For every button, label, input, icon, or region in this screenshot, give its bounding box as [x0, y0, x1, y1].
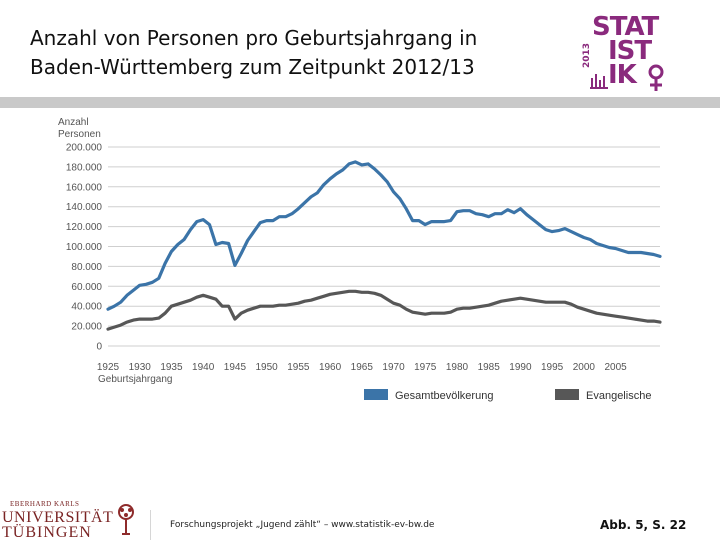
legend-swatch	[364, 389, 388, 400]
y-tick-label: 20.000	[71, 322, 102, 333]
logo-year: 2013	[582, 42, 592, 68]
university-logo: EBERHARD KARLS UNIVERSITÄT TÜBINGEN	[2, 500, 114, 541]
bar-chart-icon	[590, 74, 608, 89]
logo-text-stat: STAT	[592, 12, 659, 42]
y-tick-label: 80.000	[71, 262, 102, 273]
x-tick-label: 1955	[287, 362, 310, 373]
x-tick-label: 1960	[319, 362, 342, 373]
y-tick-label: 120.000	[66, 222, 103, 233]
logo-text-ik: IK	[608, 60, 637, 90]
footer-divider	[150, 510, 151, 540]
x-tick-label: 1945	[224, 362, 247, 373]
y-axis-label-line-1: Anzahl	[58, 117, 89, 128]
legend-label: Gesamtbevölkerung	[395, 390, 493, 402]
figure-reference: Abb. 5, S. 22	[600, 518, 687, 532]
x-tick-label: 1985	[478, 362, 501, 373]
university-name: UNIVERSITÄT	[2, 509, 114, 526]
x-tick-label: 2005	[604, 362, 627, 373]
x-tick-label: 1975	[414, 362, 437, 373]
header-divider-band	[0, 97, 720, 108]
y-tick-label: 0	[96, 342, 102, 353]
x-tick-label: 1950	[255, 362, 278, 373]
logo-text-ist: IST	[608, 36, 652, 66]
y-tick-label: 200.000	[66, 143, 103, 154]
y-tick-label: 180.000	[66, 162, 103, 173]
y-tick-label: 140.000	[66, 202, 103, 213]
series-line	[106, 289, 662, 331]
y-tick-label: 40.000	[71, 302, 102, 313]
x-tick-label: 1965	[351, 362, 374, 373]
slide-title: Anzahl von Personen pro Geburtsjahrgang …	[30, 24, 550, 82]
statistik-logo: STAT IST IK 2013	[582, 14, 672, 94]
palm-tree-icon	[118, 504, 134, 535]
female-symbol-icon	[648, 64, 664, 91]
legend-label: Evangelische	[586, 390, 651, 402]
x-tick-label: 1980	[446, 362, 469, 373]
x-tick-label: 1925	[97, 362, 120, 373]
x-tick-label: 1935	[160, 362, 183, 373]
chart-area: 0 20.000 40.000 60.000 80.000 100.000 120.000 1…	[0, 108, 720, 418]
series-line	[106, 160, 662, 311]
x-tick-label: 2000	[573, 362, 596, 373]
university-city: TÜBINGEN	[2, 524, 92, 541]
y-tick-label: 60.000	[71, 282, 102, 293]
x-tick-label: 1940	[192, 362, 215, 373]
x-tick-label: 1995	[541, 362, 564, 373]
legend-swatch	[555, 389, 579, 400]
slide-title-line-1: Anzahl von Personen pro Geburtsjahrgang …	[30, 26, 478, 50]
y-tick-label: 100.000	[66, 242, 103, 253]
x-tick-label: 1990	[509, 362, 532, 373]
x-axis-label: Geburtsjahrgang	[98, 374, 173, 385]
line-chart: 0 20.000 40.000 60.000 80.000 100.000 120.000 1…	[58, 117, 662, 402]
university-prefix: EBERHARD KARLS	[10, 500, 80, 508]
x-tick-label: 1930	[129, 362, 152, 373]
x-tick-label: 1970	[382, 362, 405, 373]
slide-title-line-2: Baden-Württemberg zum Zeitpunkt 2012/13	[30, 55, 475, 79]
y-axis-label-line-2: Personen	[58, 129, 101, 140]
footer-project-text: Forschungsprojekt „Jugend zählt“ – www.s…	[170, 520, 435, 530]
y-tick-label: 160.000	[66, 182, 103, 193]
